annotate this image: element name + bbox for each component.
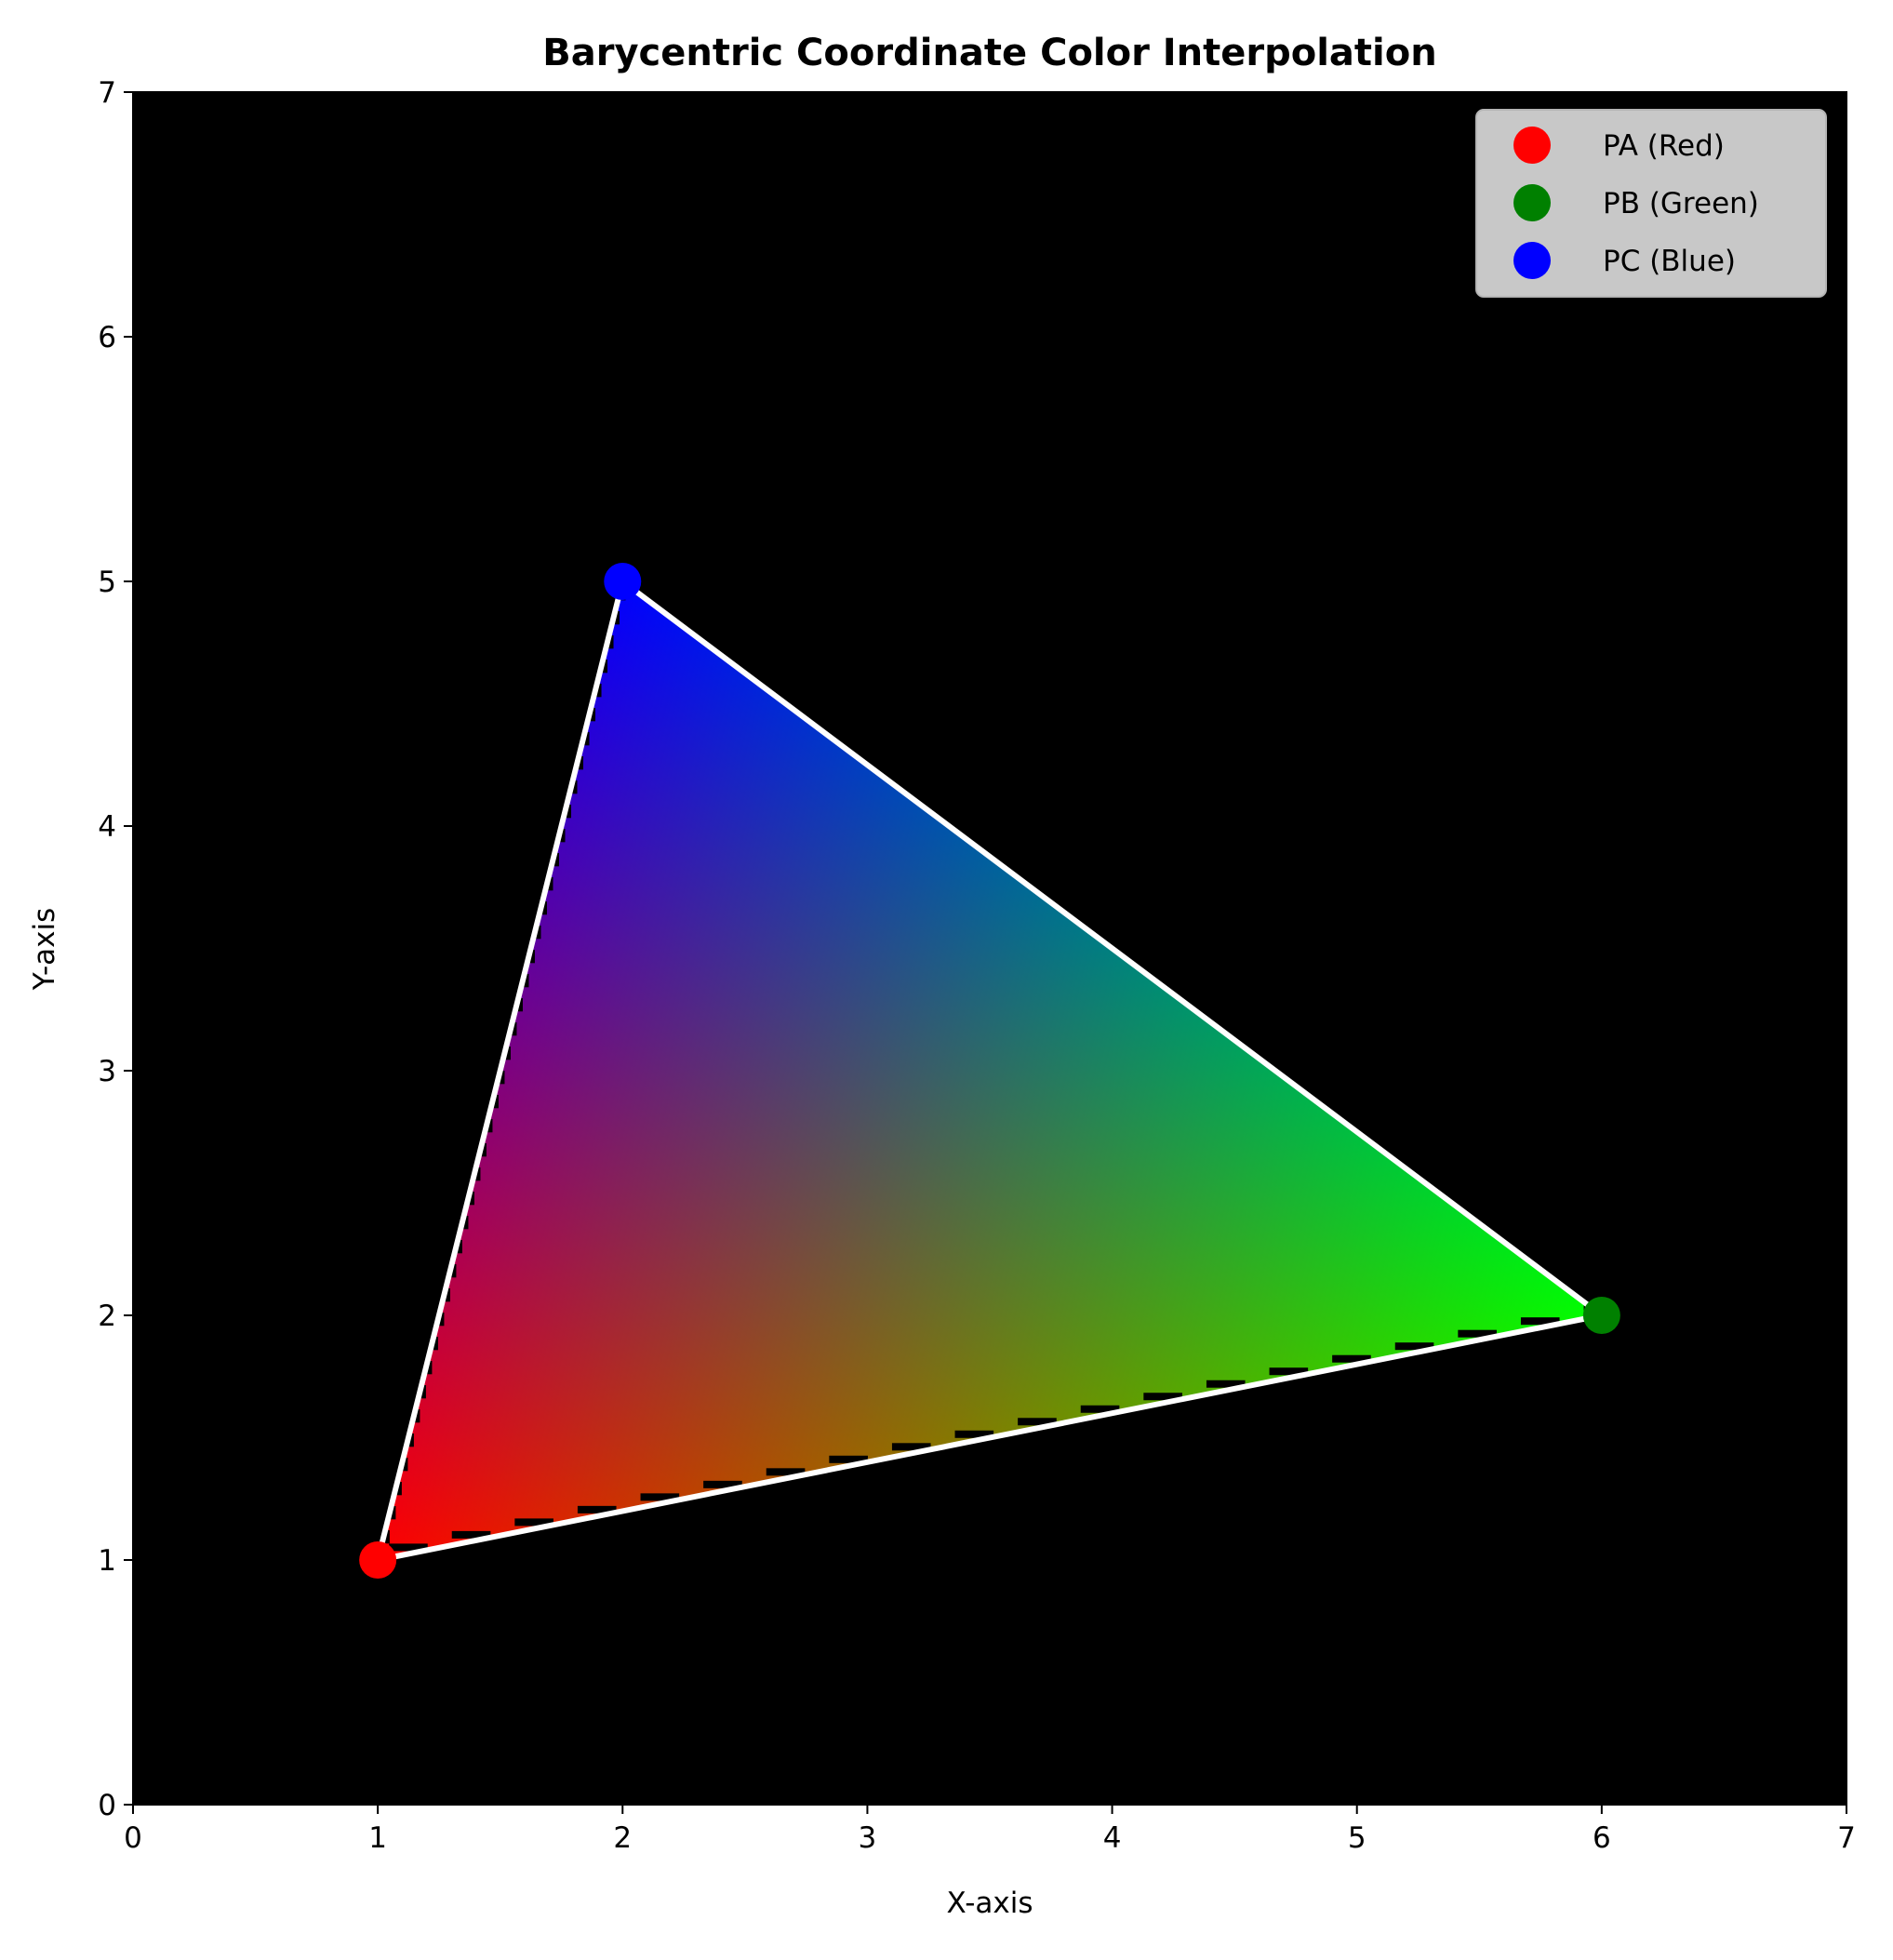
y-axis-ticks: 0 1 2 3 4 5 6 7: [98, 76, 133, 1822]
point-pb: [1582, 1297, 1620, 1334]
x-axis-label: X-axis: [947, 1887, 1033, 1920]
x-tick-label: 3: [859, 1821, 877, 1855]
y-tick-label: 6: [98, 321, 116, 354]
stair-step-bottom: [1143, 1393, 1182, 1401]
y-tick-label: 1: [98, 1544, 116, 1578]
stair-step-bottom: [1269, 1367, 1309, 1376]
legend-box: [1475, 109, 1827, 298]
stair-step-bottom: [1332, 1354, 1371, 1363]
y-tick-label: 2: [98, 1300, 116, 1333]
stair-step-bottom: [954, 1430, 994, 1438]
legend-marker: [1513, 184, 1551, 221]
x-tick-label: 2: [613, 1821, 632, 1855]
legend-marker: [1513, 242, 1551, 279]
stair-step-bottom: [703, 1480, 742, 1488]
vertex-points: [359, 563, 1620, 1579]
legend-marker: [1513, 127, 1551, 164]
stair-step-bottom: [1394, 1342, 1434, 1351]
stair-step-bottom: [1458, 1329, 1497, 1338]
legend-label: PC (Blue): [1603, 245, 1736, 278]
stair-step-bottom: [1018, 1418, 1057, 1426]
stair-step-bottom: [766, 1468, 806, 1476]
x-tick-label: 4: [1103, 1821, 1122, 1855]
y-tick-label: 7: [98, 76, 116, 110]
point-pa: [359, 1541, 397, 1579]
x-tick-label: 5: [1348, 1821, 1366, 1855]
point-pc: [604, 563, 642, 600]
x-tick-label: 6: [1593, 1821, 1611, 1855]
y-axis-label: Y-axis: [28, 908, 61, 992]
legend: PA (Red) PB (Green) PC (Blue): [1475, 109, 1827, 298]
stair-step-bottom: [1080, 1405, 1120, 1413]
stair-step-bottom: [829, 1455, 868, 1463]
y-tick-label: 3: [98, 1055, 116, 1088]
x-tick-label: 7: [1837, 1821, 1856, 1855]
stair-step-bottom: [451, 1530, 491, 1539]
stair-step-bottom: [640, 1493, 680, 1501]
legend-label: PA (Red): [1603, 129, 1725, 163]
stair-step-bottom: [1206, 1380, 1246, 1388]
legend-label: PB (Green): [1603, 187, 1759, 220]
y-tick-label: 5: [98, 566, 116, 599]
plot-frame: [132, 91, 1847, 1806]
stair-step-bottom: [577, 1505, 617, 1513]
triangle-blue-channel: [378, 581, 1602, 1560]
y-tick-label: 0: [98, 1789, 116, 1822]
chart-title: Barycentric Coordinate Color Interpolati…: [542, 32, 1436, 74]
x-tick-label: 1: [368, 1821, 387, 1855]
x-axis-ticks: 0 1 2 3 4 5 6 7: [124, 1805, 1856, 1855]
triangle-outline: [374, 576, 1609, 1564]
stair-step-bottom: [1520, 1317, 1560, 1326]
x-tick-label: 0: [124, 1821, 142, 1855]
stair-step-bottom: [891, 1443, 931, 1451]
stair-step-bottom: [514, 1518, 553, 1527]
stair-step-bottom: [389, 1543, 428, 1552]
y-tick-label: 4: [98, 810, 116, 844]
